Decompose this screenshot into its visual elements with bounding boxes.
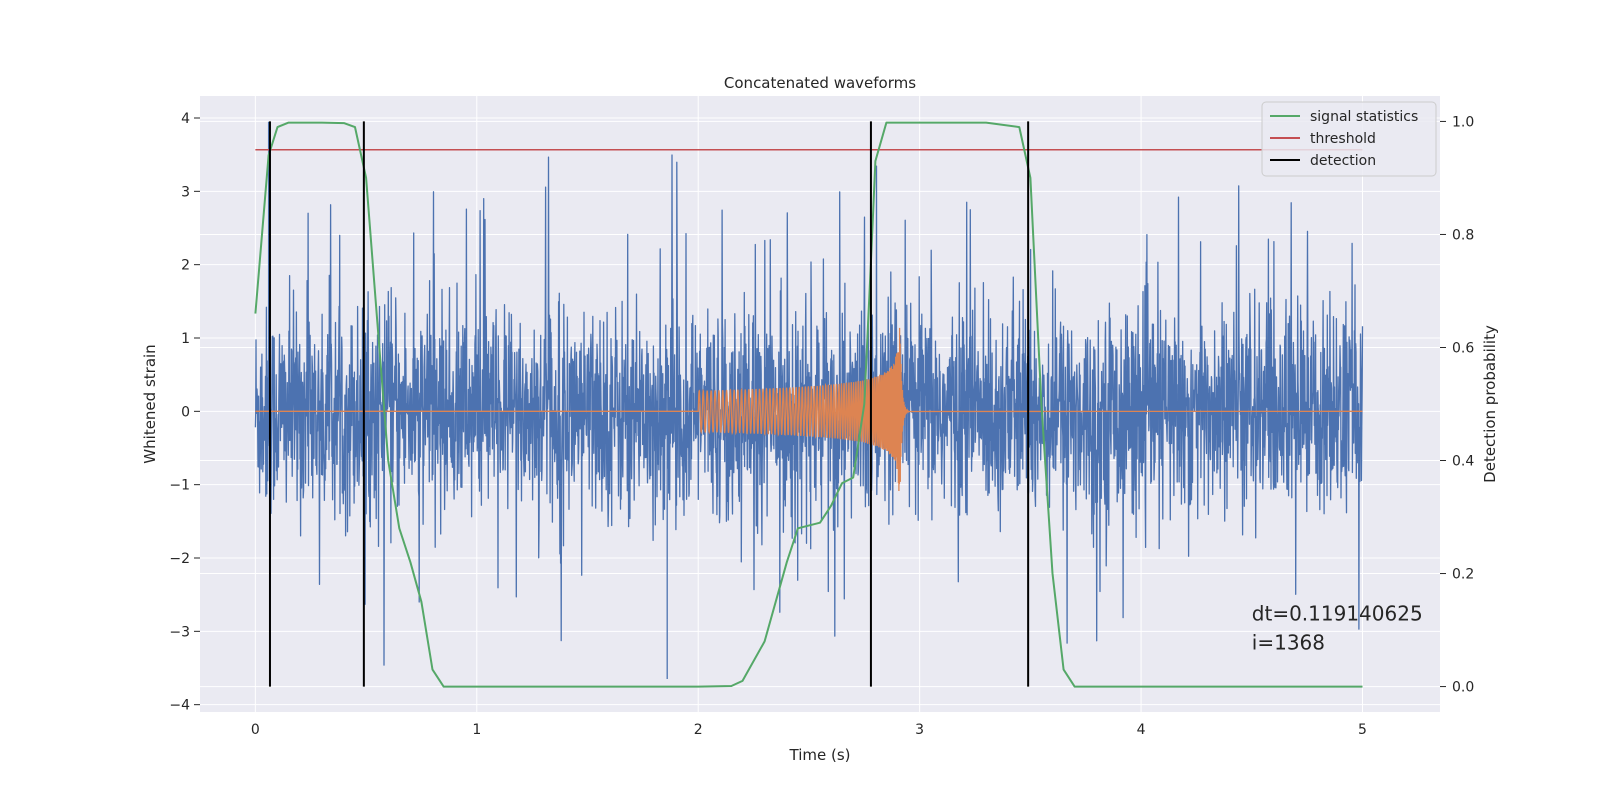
x-tick-label-3: 3 <box>915 722 924 738</box>
y2-axis-label: Detection probability <box>1481 325 1499 483</box>
legend-label-1: threshold <box>1310 131 1376 147</box>
legend: signal statistics threshold detection <box>1261 101 1437 177</box>
x-tick-label-5: 5 <box>1358 722 1367 738</box>
y2-tick-label-1: 0.2 <box>1452 567 1474 583</box>
y2-tick-label-2: 0.4 <box>1452 454 1474 470</box>
chart-title: Concatenated waveforms <box>724 74 916 92</box>
y-tick-label-3: −1 <box>169 478 190 494</box>
y2-axis: 0.0 0.2 0.4 0.6 0.8 1.0 <box>1440 114 1474 696</box>
annotation-0: dt=0.119140625 <box>1252 601 1423 625</box>
x-axis-label: Time (s) <box>789 746 851 764</box>
template-series <box>255 327 1363 492</box>
y-tick-label-7: 3 <box>181 184 190 200</box>
x-tick-label-2: 2 <box>694 722 703 738</box>
y-tick-label-4: 0 <box>181 404 190 420</box>
legend-label-2: detection <box>1310 153 1376 169</box>
y-axis: −4 −3 −2 −1 0 1 2 3 4 <box>169 111 200 714</box>
y-tick-label-1: −3 <box>169 624 190 640</box>
annotation-1: i=1368 <box>1252 631 1325 655</box>
legend-label-0: signal statistics <box>1310 109 1418 125</box>
x-tick-label-4: 4 <box>1137 722 1146 738</box>
y-tick-label-5: 1 <box>181 331 190 347</box>
y-axis-label: Whitened strain <box>141 344 159 463</box>
y-tick-label-8: 4 <box>181 111 190 127</box>
x-axis: 0 1 2 3 4 5 <box>251 722 1367 738</box>
plot-area <box>254 121 1364 688</box>
y-tick-label-2: −2 <box>169 551 190 567</box>
y-tick-label-0: −4 <box>169 698 190 714</box>
y2-tick-label-4: 0.8 <box>1452 227 1474 243</box>
annotations: dt=0.119140625 i=1368 <box>1252 601 1423 654</box>
y2-tick-label-0: 0.0 <box>1452 680 1474 696</box>
x-tick-label-0: 0 <box>251 722 260 738</box>
legend-box <box>1261 101 1437 177</box>
y-tick-label-6: 2 <box>181 258 190 274</box>
x-tick-label-1: 1 <box>472 722 481 738</box>
y2-tick-label-3: 0.6 <box>1452 340 1474 356</box>
y2-tick-label-5: 1.0 <box>1452 114 1474 130</box>
